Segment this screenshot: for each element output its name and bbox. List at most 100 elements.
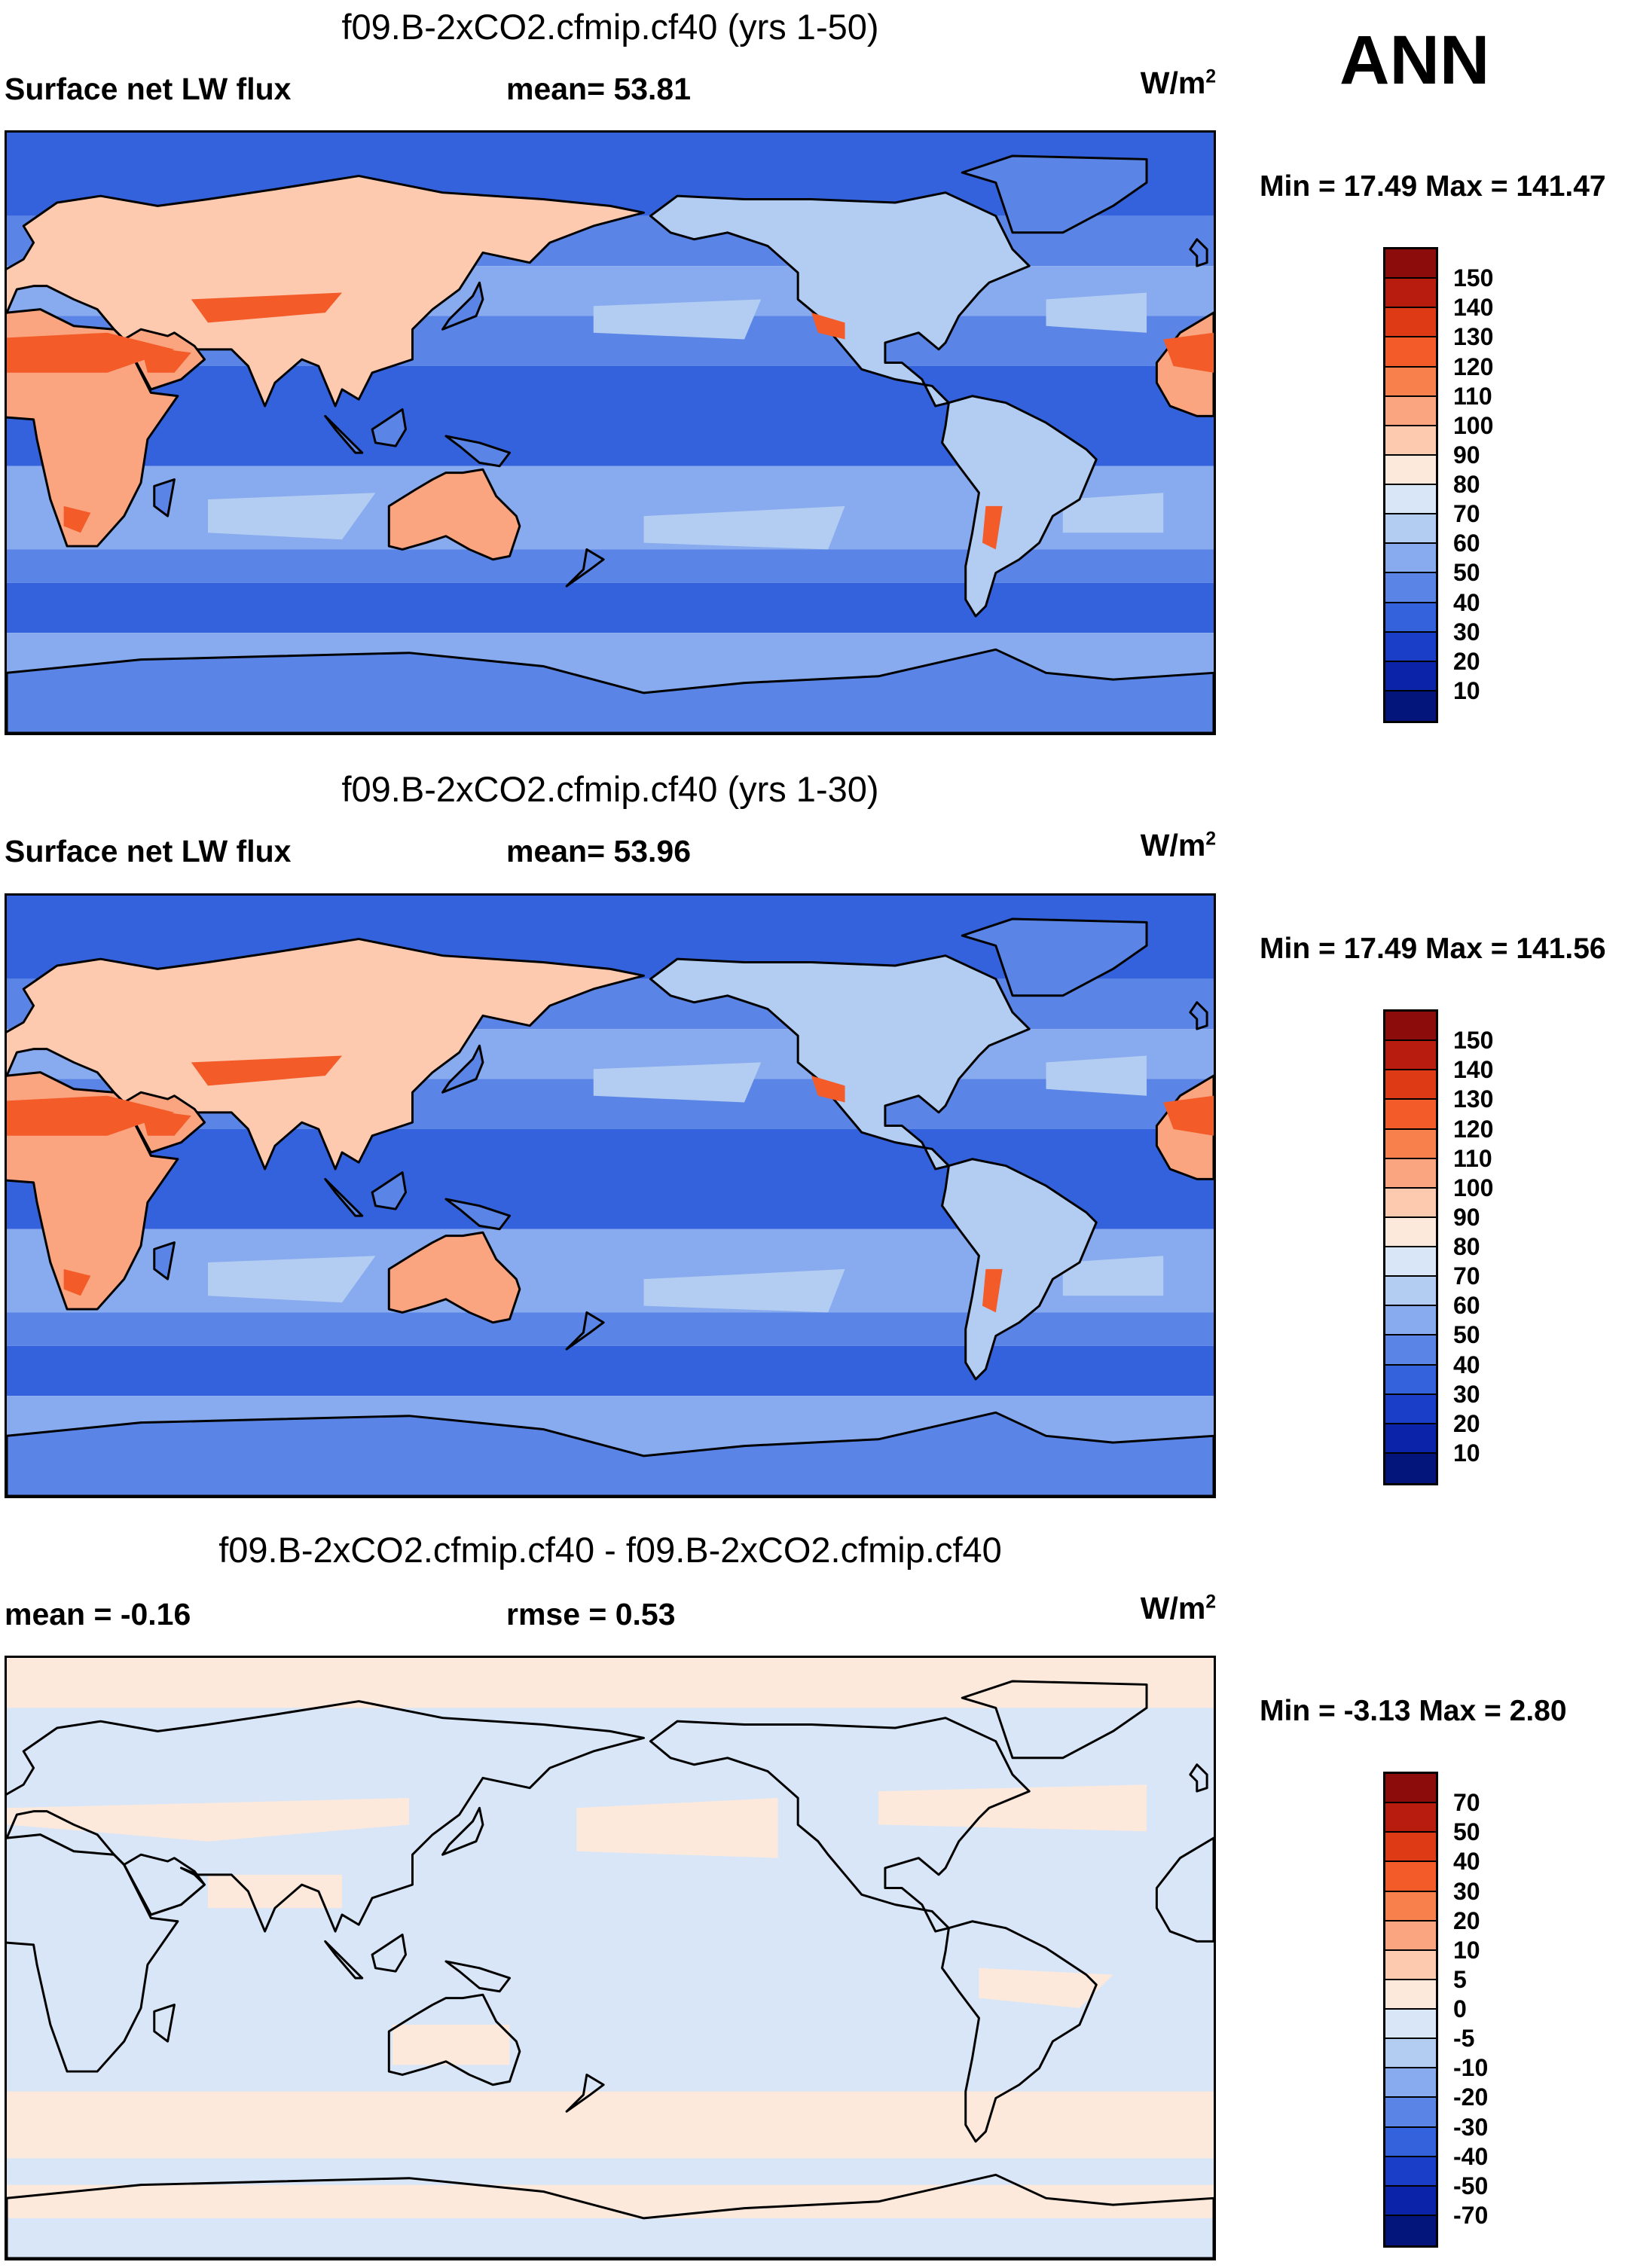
desert-high-flux-region — [811, 313, 845, 340]
ocean-high-flux-region — [1046, 292, 1147, 333]
colorbar-swatch — [1385, 308, 1436, 338]
coastline-australia — [387, 1231, 521, 1324]
flux-latitude-band — [7, 1312, 1214, 1346]
panel-center-label: mean= 53.81 — [506, 72, 692, 106]
colorbar-tick-label: 140 — [1453, 294, 1494, 322]
colorbar-tick-label: -50 — [1453, 2172, 1489, 2199]
colorbar-swatch — [1385, 367, 1436, 397]
colorbar-swatch — [1385, 1394, 1436, 1424]
colorbar-tick-label: 150 — [1453, 264, 1494, 292]
desert-high-flux-region — [982, 505, 1003, 550]
panel-title: f09.B-2xCO2.cfmip.cf40 - f09.B-2xCO2.cfm… — [218, 1530, 1002, 1570]
units-exponent: 2 — [1205, 829, 1216, 850]
colorbar-swatch — [1385, 426, 1436, 456]
colorbar-tick-label: 50 — [1453, 1818, 1480, 1846]
panel-title: f09.B-2xCO2.cfmip.cf40 (yrs 1-30) — [341, 769, 879, 809]
colorbar-swatch — [1385, 1129, 1436, 1159]
desert-high-flux-region — [141, 346, 191, 373]
colorbar-swatch — [1385, 2186, 1436, 2216]
colorbar-swatch — [1385, 2068, 1436, 2099]
coastline-newguinea — [444, 1198, 511, 1231]
colorbar-swatch — [1385, 337, 1436, 368]
units-exponent: 2 — [1205, 1592, 1216, 1613]
coastline-australia — [387, 468, 521, 561]
colorbar-swatch — [1385, 1891, 1436, 1922]
coastline-nz — [565, 2073, 605, 2113]
units-base: W/m — [1140, 66, 1206, 100]
desert-high-flux-region — [7, 1095, 175, 1136]
coastline-madagascar — [153, 1241, 176, 1281]
colorbar-swatch — [1385, 1217, 1436, 1247]
panel-center-label: rmse = 0.53 — [506, 1597, 676, 1632]
colorbar-tick-label: 10 — [1453, 1936, 1480, 1964]
units-base: W/m — [1140, 1591, 1206, 1625]
colorbar-tick-label: 120 — [1453, 1115, 1494, 1143]
desert-high-flux-region — [1163, 332, 1214, 373]
colorbar-swatch — [1385, 1453, 1436, 1483]
panel-left-label: mean = -0.16 — [5, 1597, 191, 1632]
panel-units: W/m2 — [1141, 1591, 1216, 1626]
flux-latitude-band — [7, 582, 1214, 633]
colorbar-tick-label: 5 — [1453, 1965, 1467, 1993]
coastline-namerica — [649, 954, 1031, 1171]
positive-difference-region — [208, 1874, 343, 1909]
colorbar-tick-label: 140 — [1453, 1056, 1494, 1084]
colorbar-swatch — [1385, 279, 1436, 309]
coastline-arabia — [123, 1853, 206, 1916]
coastline-uk — [1189, 238, 1208, 267]
colorbar-swatch — [1385, 2157, 1436, 2187]
colorbar-swatch — [1385, 2039, 1436, 2069]
panel-left-label: Surface net LW flux — [5, 72, 292, 106]
flux-map — [5, 130, 1216, 735]
colorbar — [1383, 1772, 1438, 2248]
colorbar-tick-label: 120 — [1453, 353, 1494, 380]
panel-title: f09.B-2xCO2.cfmip.cf40 (yrs 1-50) — [341, 7, 879, 47]
colorbar-tick-label: 40 — [1453, 1848, 1480, 1876]
colorbar-swatch — [1385, 1012, 1436, 1042]
map-canvas — [7, 1658, 1214, 2258]
coastline-borneo — [371, 1934, 408, 1973]
coastline-antarctica — [7, 1411, 1214, 1496]
coastline-madagascar — [153, 478, 176, 517]
colorbar-swatch — [1385, 249, 1436, 279]
coastline-sumatra — [324, 414, 364, 454]
positive-difference-region — [7, 2184, 1214, 2218]
colorbar-swatch — [1385, 455, 1436, 485]
colorbar-swatch — [1385, 1774, 1436, 1804]
colorbar-swatch — [1385, 1158, 1436, 1189]
colorbar-swatch — [1385, 1041, 1436, 1071]
min-max-label: Min = -3.13 Max = 2.80 — [1260, 1695, 1567, 1727]
colorbar-tick-label: 100 — [1453, 1174, 1494, 1201]
desert-high-flux-region — [191, 1055, 343, 1086]
colorbar-swatch — [1385, 1365, 1436, 1395]
colorbar-swatch — [1385, 573, 1436, 603]
colorbar-swatch — [1385, 1247, 1436, 1277]
positive-difference-region — [576, 1797, 778, 1858]
coastline-borneo — [371, 408, 408, 447]
colorbar-swatch — [1385, 2127, 1436, 2157]
coastline-namerica — [649, 1717, 1031, 1933]
colorbar-tick-label: 30 — [1453, 1877, 1480, 1905]
coastline-africa2 — [1155, 1836, 1214, 1943]
coastline-japan — [441, 281, 484, 331]
colorbar-tick-label: -30 — [1453, 2113, 1489, 2141]
positive-difference-region — [7, 1658, 1214, 1708]
positive-difference-region — [392, 2025, 510, 2065]
desert-high-flux-region — [982, 1268, 1003, 1313]
coastline-newguinea — [444, 1960, 511, 1993]
coastline-greenland — [961, 154, 1148, 234]
desert-high-flux-region — [7, 332, 175, 373]
ocean-high-flux-region — [643, 1268, 845, 1313]
colorbar-swatch — [1385, 632, 1436, 662]
coastline-nz — [565, 1311, 605, 1351]
colorbar-tick-label: 150 — [1453, 1027, 1494, 1055]
coastline-borneo — [371, 1171, 408, 1210]
colorbar — [1383, 247, 1438, 723]
colorbar-tick-label: 70 — [1453, 1262, 1480, 1290]
coastline-africa — [7, 1833, 179, 2073]
colorbar-swatch — [1385, 603, 1436, 633]
colorbar-tick-label: 130 — [1453, 323, 1494, 351]
coastline-antarctica — [7, 648, 1214, 733]
units-base: W/m — [1140, 828, 1206, 862]
min-max-label: Min = 17.49 Max = 141.47 — [1260, 170, 1606, 203]
